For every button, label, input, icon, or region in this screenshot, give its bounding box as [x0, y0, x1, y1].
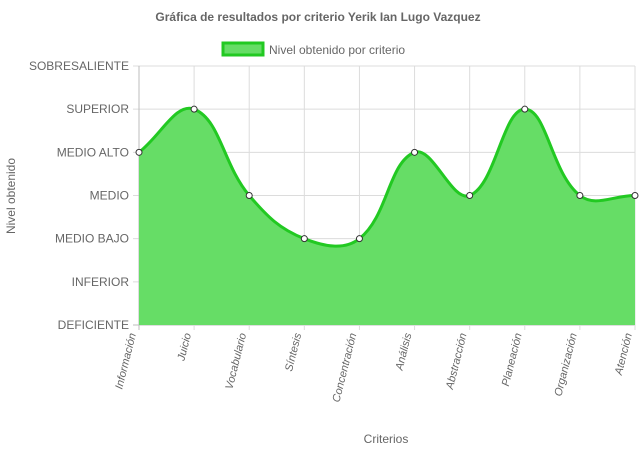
- y-tick-label: MEDIO BAJO: [55, 232, 129, 246]
- data-point[interactable]: [300, 235, 308, 243]
- x-tick-label: Análisis: [393, 331, 414, 372]
- x-tick-label: Planeación: [500, 332, 525, 388]
- data-point[interactable]: [521, 105, 529, 113]
- y-axis-title: Nivel obtenido: [4, 158, 18, 234]
- x-tick-label: Vocabulario: [224, 332, 250, 391]
- y-tick-label: INFERIOR: [72, 275, 130, 289]
- y-tick-label: MEDIO: [90, 189, 129, 203]
- data-point[interactable]: [245, 192, 253, 199]
- data-point[interactable]: [411, 148, 419, 156]
- data-area: [138, 106, 636, 326]
- y-tick-label: MEDIO ALTO: [57, 145, 129, 159]
- y-axis-ticks: DEFICIENTE INFERIOR MEDIO BAJO MEDIO MEDIO A…: [29, 59, 129, 332]
- data-point[interactable]: [576, 192, 584, 199]
- series-area: [139, 108, 635, 326]
- y-tick-label: SOBRESALIENTE: [29, 59, 129, 73]
- x-tick-label: Concentración: [331, 332, 360, 404]
- chart-title: Gráfica de resultados por criterio Yerik…: [155, 10, 480, 24]
- x-axis-ticks: Información Juicio Vocabulario Síntesis Conc…: [113, 331, 635, 403]
- data-point[interactable]: [631, 192, 639, 199]
- data-point[interactable]: [466, 192, 474, 199]
- x-tick-label: Organización: [552, 332, 579, 398]
- data-points: [135, 105, 639, 243]
- data-point[interactable]: [190, 105, 198, 113]
- legend-swatch: [221, 41, 265, 57]
- data-point[interactable]: [355, 235, 363, 243]
- legend[interactable]: Nivel obtenido por criterio: [221, 41, 405, 57]
- x-tick-label: Síntesis: [283, 331, 304, 372]
- legend-label: Nivel obtenido por criterio: [269, 43, 405, 57]
- x-tick-label: Atención: [613, 332, 635, 377]
- y-tick-label: DEFICIENTE: [58, 318, 129, 332]
- x-tick-label: Juicio: [175, 332, 194, 363]
- x-axis-title: Criterios: [364, 432, 409, 446]
- y-tick-label: SUPERIOR: [66, 102, 129, 116]
- x-tick-label: Información: [113, 332, 139, 391]
- x-tick-label: Abstracción: [444, 332, 470, 392]
- series-line: [138, 106, 636, 248]
- data-point[interactable]: [135, 148, 143, 156]
